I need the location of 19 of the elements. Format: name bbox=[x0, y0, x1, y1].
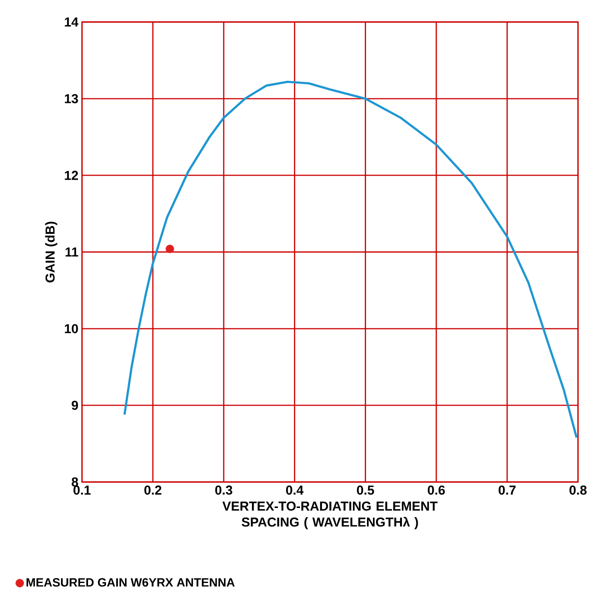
x-tick-label: 0.1 bbox=[74, 486, 91, 495]
x-tick-label: 0.3 bbox=[215, 486, 232, 495]
x-tick-label: 0.2 bbox=[144, 486, 162, 495]
x-tick-label: 0.4 bbox=[286, 486, 304, 495]
y-tick-label: 12 bbox=[64, 170, 78, 180]
y-tick-label: 14 bbox=[64, 18, 78, 26]
y-tick-label: 8 bbox=[72, 477, 78, 487]
x-tick-label: 0.7 bbox=[498, 486, 516, 495]
y-tick-label: 10 bbox=[64, 324, 78, 334]
y-tick-label: 13 bbox=[64, 94, 78, 104]
x-tick-label: 0.6 bbox=[428, 486, 445, 495]
legend-label: MEASURED GAIN W6YRX ANTENNA bbox=[26, 578, 235, 587]
line-series bbox=[123, 80, 578, 439]
y-tick-label: 11 bbox=[66, 248, 78, 256]
x-tick-label: 0.8 bbox=[570, 486, 587, 495]
y-axis-title: GAIN (dB) bbox=[45, 222, 58, 282]
x-tick-label: 0.5 bbox=[356, 486, 374, 495]
y-tick-label: 9 bbox=[72, 400, 78, 410]
x-axis-title: VERTEX-TO-RADIATING ELEMENT SPACING ( WAVELENGTHλ ) bbox=[222, 502, 438, 530]
